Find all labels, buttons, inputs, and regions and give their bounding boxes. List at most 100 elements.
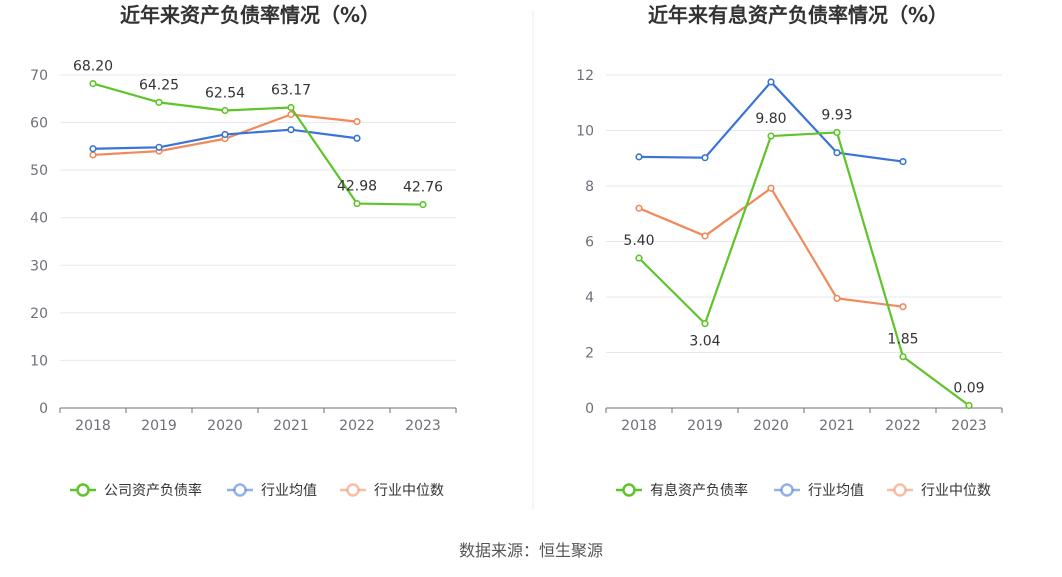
chart-title-interest-debt-ratio: 近年来有息资产负债率情况（%） (648, 3, 948, 27)
series-point-2[interactable] (287, 110, 295, 119)
series-point-1[interactable] (221, 130, 229, 139)
x-tick-label: 2019 (141, 418, 177, 434)
data-label: 42.76 (403, 180, 443, 196)
series-point-2[interactable] (701, 232, 709, 240)
legend-label: 行业中位数 (374, 483, 444, 499)
series-point-0[interactable] (353, 199, 361, 208)
series-point-2[interactable] (833, 294, 841, 302)
series-point-2[interactable] (353, 118, 361, 126)
series-point-0[interactable] (155, 98, 163, 106)
y-tick-label: 8 (585, 179, 594, 195)
series-point-2[interactable] (635, 204, 643, 212)
y-tick-label: 10 (30, 353, 48, 369)
series-point-1[interactable] (767, 78, 775, 86)
y-tick-label: 30 (30, 258, 48, 274)
chart-grid-debt-ratio (60, 74, 456, 361)
data-label: 9.80 (755, 111, 786, 127)
y-tick-label: 10 (576, 124, 594, 140)
chart-data-labels-debt-ratio: 68.20 64.25 62.54 63.17 42.98 42.76 (73, 59, 443, 196)
chart-data-labels-interest-debt-ratio: 5.40 3.04 9.80 9.93 1.85 0.09 (623, 107, 984, 396)
x-tick-label: 2018 (621, 418, 657, 434)
x-tick-label: 2023 (951, 418, 987, 434)
series-point-1[interactable] (155, 143, 163, 151)
y-tick-label: 40 (30, 211, 48, 227)
series-point-1[interactable] (833, 149, 841, 157)
series-point-0[interactable] (767, 132, 775, 140)
series-point-1[interactable] (899, 157, 907, 166)
legend-item-1[interactable]: 行业均值 (774, 483, 864, 499)
chart-legend-debt-ratio[interactable]: 公司资产负债率 行业均值 行业中位数 (70, 482, 444, 499)
chart-axes-debt-ratio: 0 10 20 30 40 50 60 70 2018 2019 2020 2021 2022 2023 (30, 68, 457, 434)
x-tick-label: 2020 (753, 418, 789, 434)
x-tick-label: 2021 (819, 418, 855, 434)
data-source-note: 数据来源：恒生聚源 (459, 541, 603, 560)
y-tick-label: 2 (585, 346, 594, 362)
y-tick-label: 12 (576, 68, 594, 84)
legend-marker-icon (780, 483, 794, 497)
y-tick-label: 20 (30, 306, 48, 322)
data-label: 63.17 (271, 82, 311, 98)
x-tick-label: 2019 (687, 418, 723, 434)
series-line-0 (92, 82, 424, 206)
chart-series-debt-ratio (89, 79, 427, 209)
series-line-2 (638, 187, 904, 308)
series-point-1[interactable] (701, 154, 709, 162)
legend-label: 行业中位数 (921, 483, 991, 499)
series-point-0[interactable] (899, 353, 907, 361)
series-point-0[interactable] (965, 401, 973, 410)
series-point-1[interactable] (89, 145, 97, 153)
legend-item-1[interactable]: 行业均值 (227, 483, 317, 499)
legend-item-0[interactable]: 公司资产负债率 (70, 482, 202, 499)
legend-marker-icon (233, 483, 247, 497)
data-label: 3.04 (689, 334, 720, 350)
series-point-2[interactable] (899, 303, 907, 311)
legend-marker-icon (622, 483, 636, 497)
data-label: 9.93 (821, 107, 852, 123)
data-label: 1.85 (887, 332, 918, 348)
y-tick-label: 60 (30, 116, 48, 132)
legend-item-0[interactable]: 有息资产负债率 (616, 482, 748, 499)
series-point-0[interactable] (635, 254, 643, 262)
data-label: 64.25 (139, 77, 179, 93)
series-point-0[interactable] (89, 79, 97, 88)
x-tick-label: 2022 (339, 418, 375, 434)
series-line-0 (638, 131, 970, 407)
y-tick-label: 70 (30, 68, 48, 84)
series-point-0[interactable] (833, 128, 841, 137)
chart-axes-interest-debt-ratio: 0 2 4 6 8 10 12 2018 2019 2020 2021 2022 2023 (576, 68, 1003, 434)
legend-label: 行业均值 (808, 483, 864, 499)
chart-title-debt-ratio: 近年来资产负债率情况（%） (120, 3, 380, 27)
series-point-1[interactable] (635, 153, 643, 161)
data-label: 68.20 (73, 59, 113, 75)
data-label: 42.98 (337, 179, 377, 195)
legend-item-2[interactable]: 行业中位数 (887, 483, 991, 499)
series-point-2[interactable] (767, 184, 775, 192)
series-point-0[interactable] (419, 200, 427, 209)
series-point-0[interactable] (287, 103, 295, 112)
chart-legend-interest-debt-ratio[interactable]: 有息资产负债率 行业均值 行业中位数 (616, 482, 991, 499)
x-tick-label: 2022 (885, 418, 921, 434)
series-point-1[interactable] (287, 126, 295, 134)
chart-series-interest-debt-ratio (635, 78, 973, 410)
legend-label: 有息资产负债率 (650, 482, 748, 499)
data-label: 0.09 (953, 381, 984, 397)
series-point-2[interactable] (89, 151, 97, 159)
legend-label: 公司资产负债率 (104, 482, 202, 499)
y-tick-label: 0 (39, 401, 48, 417)
x-tick-label: 2018 (75, 418, 111, 434)
series-point-1[interactable] (353, 134, 361, 142)
legend-item-2[interactable]: 行业中位数 (340, 483, 444, 499)
y-tick-label: 50 (30, 163, 48, 179)
series-point-0[interactable] (701, 320, 709, 328)
series-point-0[interactable] (221, 106, 229, 115)
legend-marker-icon (893, 483, 907, 497)
legend-marker-icon (346, 483, 360, 497)
y-tick-label: 0 (585, 401, 594, 417)
data-label: 5.40 (623, 233, 654, 249)
y-tick-label: 4 (585, 290, 594, 306)
y-tick-label: 6 (585, 235, 594, 251)
legend-label: 行业均值 (261, 483, 317, 499)
x-tick-label: 2021 (273, 418, 309, 434)
